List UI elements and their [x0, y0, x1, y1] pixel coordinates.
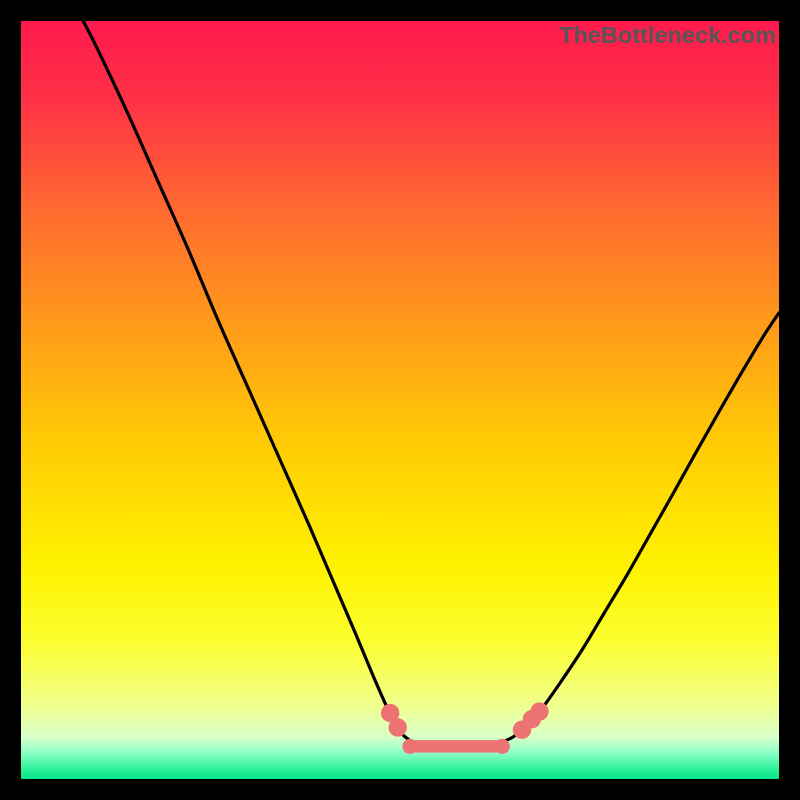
- chart-frame: TheBottleneck.com: [0, 0, 800, 800]
- watermark-text: TheBottleneck.com: [559, 22, 776, 49]
- bottom-bar-marker: [410, 740, 502, 753]
- marker-dot: [530, 702, 548, 720]
- marker-group: [381, 702, 549, 754]
- marker-dot: [389, 718, 407, 736]
- bottleneck-curve: [83, 21, 779, 748]
- plot-area: [21, 21, 779, 779]
- chart-svg: [21, 21, 779, 779]
